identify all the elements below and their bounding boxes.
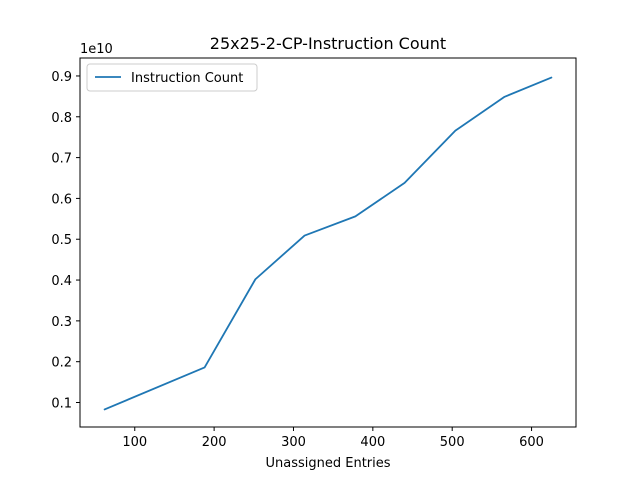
series-line-instruction-count (103, 76, 553, 411)
y-tick-label: 0.2 (51, 356, 72, 371)
x-tick-label: 500 (440, 435, 465, 450)
chart-title: 25x25-2-CP-Instruction Count (210, 34, 446, 53)
x-tick-label: 100 (122, 435, 147, 450)
y-tick-label: 0.8 (51, 111, 72, 126)
y-tick-label: 0.4 (51, 274, 72, 289)
y-tick-label: 0.3 (51, 315, 72, 330)
y-tick-label: 0.5 (51, 233, 72, 248)
x-axis-label: Unassigned Entries (265, 456, 390, 471)
x-tick-label: 600 (519, 435, 544, 450)
series-layer (103, 76, 553, 411)
y-axis-ticks: 0.1 0.2 0.3 0.4 0.5 0.6 0.7 0.8 0.9 (51, 70, 80, 412)
y-tick-label: 0.9 (51, 70, 72, 85)
plot-frame (79, 57, 577, 428)
legend-box (86, 63, 258, 92)
y-tick-label: 0.1 (51, 397, 72, 412)
legend: Instruction Count (86, 63, 258, 92)
y-axis-offset-label: 1e10 (80, 42, 113, 57)
legend-label-instruction-count: Instruction Count (131, 71, 243, 86)
x-axis-ticks: 100 200 300 400 500 600 (122, 427, 544, 450)
y-tick-label: 0.6 (51, 192, 72, 207)
y-tick-label: 0.7 (51, 152, 72, 167)
x-tick-label: 300 (281, 435, 306, 450)
x-tick-label: 200 (202, 435, 227, 450)
x-tick-label: 400 (360, 435, 385, 450)
